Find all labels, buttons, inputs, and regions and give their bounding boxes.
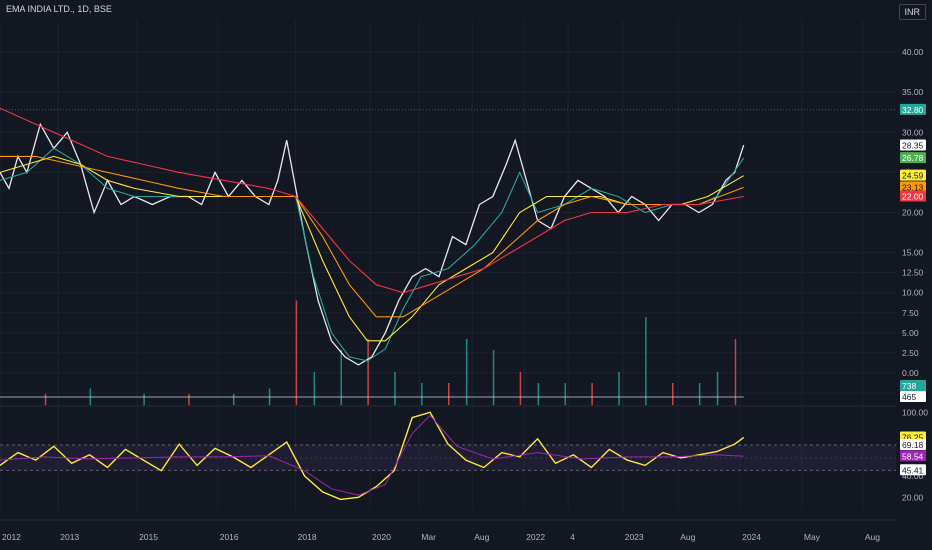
series-line-ema_mid bbox=[0, 155, 744, 342]
series-line-ema_slow bbox=[0, 155, 744, 318]
price-label: 26.78 bbox=[902, 153, 924, 163]
price-label-bg bbox=[900, 190, 926, 202]
volume-bar bbox=[367, 339, 369, 405]
y-tick-label: 15.00 bbox=[902, 248, 924, 258]
volume-bar bbox=[716, 372, 719, 405]
y-tick-label: 7.50 bbox=[902, 308, 919, 318]
volume-bar bbox=[564, 383, 566, 405]
osc-y-tick-label: 20.00 bbox=[902, 492, 924, 502]
volume-bar bbox=[645, 317, 647, 405]
volume-bar bbox=[295, 300, 298, 405]
currency-button[interactable]: INR bbox=[898, 4, 926, 20]
volume-bar bbox=[591, 383, 593, 405]
volume-bar bbox=[465, 339, 468, 405]
osc-line-signal bbox=[0, 414, 744, 496]
volume-bar bbox=[394, 372, 396, 405]
y-tick-label: 0.00 bbox=[902, 368, 919, 378]
volume-bar bbox=[492, 350, 495, 405]
price-label: 22.00 bbox=[902, 191, 924, 201]
osc-value-label-bg bbox=[900, 450, 926, 462]
x-tick-label: 2012 bbox=[2, 532, 21, 542]
x-tick-label: 2018 bbox=[298, 532, 317, 542]
series-line-ema_fast bbox=[0, 147, 745, 362]
x-tick-label: 2024 bbox=[742, 532, 761, 542]
volume-bar bbox=[313, 372, 316, 405]
x-tick-label: 2013 bbox=[60, 532, 79, 542]
osc-value-label-bg bbox=[900, 438, 926, 450]
osc-y-tick-label: 40.00 bbox=[902, 471, 924, 481]
volume-bar bbox=[618, 372, 620, 405]
x-tick-label: Aug bbox=[474, 532, 489, 542]
x-tick-label: 2022 bbox=[526, 532, 545, 542]
osc-value-label: 58.54 bbox=[902, 451, 924, 461]
y-tick-label: 35.00 bbox=[902, 87, 924, 97]
price-label-bg bbox=[900, 181, 926, 193]
x-tick-label: Aug bbox=[680, 532, 695, 542]
x-tick-label: May bbox=[804, 532, 821, 542]
osc-line-oscillator bbox=[0, 411, 745, 501]
volume-bar bbox=[143, 394, 145, 405]
volume-label-bg bbox=[900, 380, 926, 391]
volume-bar bbox=[734, 339, 737, 405]
price-label: 23.13 bbox=[902, 182, 924, 192]
y-tick-label: 12.50 bbox=[902, 268, 924, 278]
y-tick-label: 10.00 bbox=[902, 288, 924, 298]
volume-bar bbox=[188, 394, 190, 405]
volume-label: 738 bbox=[902, 381, 916, 391]
volume-bar bbox=[698, 383, 701, 405]
y-tick-label: 2.50 bbox=[902, 348, 919, 358]
x-tick-label: 4 bbox=[570, 532, 575, 542]
osc-value-label: 69.18 bbox=[902, 440, 924, 450]
volume-bar bbox=[340, 350, 342, 405]
y-tick-label: 40.00 bbox=[902, 47, 924, 57]
volume-bar bbox=[672, 383, 674, 405]
x-tick-label: Mar bbox=[421, 532, 436, 542]
x-tick-label: 2016 bbox=[220, 532, 239, 542]
y-tick-label: 5.00 bbox=[902, 328, 919, 338]
price-label: 24.59 bbox=[902, 171, 924, 181]
osc-value-label: 45.41 bbox=[902, 465, 924, 475]
price-label-bg bbox=[900, 169, 926, 181]
volume-bar bbox=[232, 394, 235, 405]
volume-bar bbox=[537, 383, 540, 405]
price-label: 32.80 bbox=[902, 105, 924, 115]
x-tick-label: 2015 bbox=[139, 532, 158, 542]
volume-bar bbox=[421, 383, 423, 405]
volume-bar bbox=[44, 394, 47, 405]
price-label-bg bbox=[900, 103, 926, 115]
x-tick-label: 2023 bbox=[625, 532, 644, 542]
price-label-bg bbox=[900, 152, 926, 164]
osc-value-label: 76.25 bbox=[902, 432, 924, 442]
price-label-bg bbox=[900, 139, 926, 151]
osc-value-label-bg bbox=[900, 464, 926, 476]
volume-label-bg bbox=[900, 391, 926, 402]
x-tick-label: Aug bbox=[865, 532, 880, 542]
osc-y-tick-label: 100.00 bbox=[902, 407, 928, 417]
price-label: 28.35 bbox=[902, 141, 924, 151]
series-line-ema_long bbox=[0, 107, 744, 294]
volume-bar bbox=[519, 372, 522, 405]
y-tick-label: 30.00 bbox=[902, 127, 924, 137]
chart-title: EMA INDIA LTD., 1D, BSE bbox=[6, 4, 112, 14]
y-tick-label: 20.00 bbox=[902, 208, 924, 218]
x-tick-label: 2020 bbox=[372, 532, 391, 542]
series-line-price bbox=[0, 122, 745, 366]
volume-bar bbox=[448, 383, 450, 405]
volume-label: 465 bbox=[902, 392, 916, 402]
